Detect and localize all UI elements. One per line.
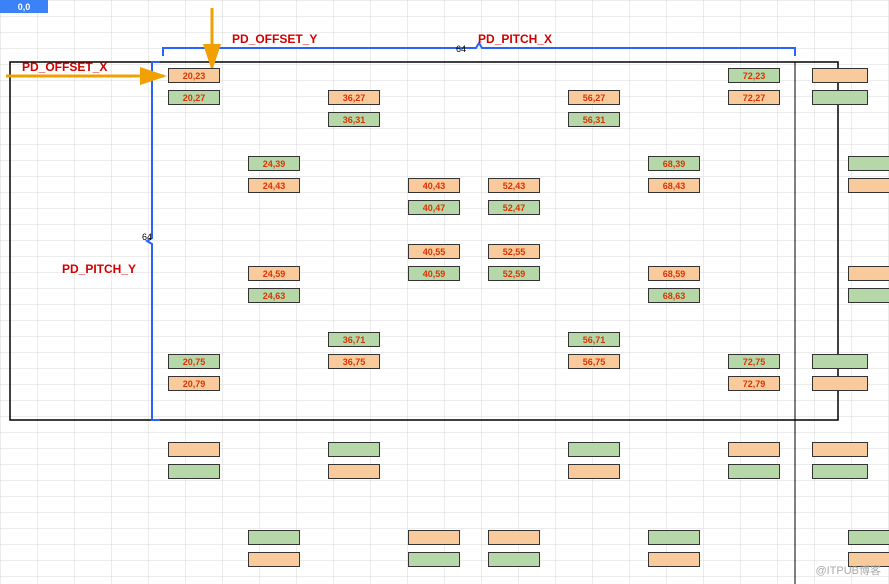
pd-cell: 20,27 [168, 90, 220, 105]
num-64-left: 64 [142, 232, 152, 242]
pd-cell [728, 464, 780, 479]
pd-cell [812, 90, 868, 105]
pd-cell: 52,47 [488, 200, 540, 215]
pd-cell [408, 552, 460, 567]
label-pd-pitch-y: PD_PITCH_Y [62, 262, 136, 276]
pd-cell [168, 464, 220, 479]
grid-bg [0, 0, 889, 584]
pd-cell [568, 442, 620, 457]
pd-cell: 40,55 [408, 244, 460, 259]
pd-cell: 24,39 [248, 156, 300, 171]
pd-cell: 72,79 [728, 376, 780, 391]
pd-cell: 68,43 [648, 178, 700, 193]
pd-cell [328, 464, 380, 479]
pd-cell: 40,47 [408, 200, 460, 215]
num-64-top: 64 [456, 44, 466, 54]
pd-cell: 40,43 [408, 178, 460, 193]
pd-cell: 52,55 [488, 244, 540, 259]
watermark: @ITPUB博客 [815, 562, 881, 578]
label-pd-offset-y: PD_OFFSET_Y [232, 32, 317, 46]
pd-cell: 52,43 [488, 178, 540, 193]
pd-cell: 68,39 [648, 156, 700, 171]
pd-cell [812, 464, 868, 479]
pd-cell [812, 376, 868, 391]
pd-cell [248, 552, 300, 567]
pd-cell [848, 530, 889, 545]
pd-cell [812, 354, 868, 369]
pd-cell [648, 530, 700, 545]
pd-cell [168, 442, 220, 457]
pd-cell [812, 68, 868, 83]
pd-cell [248, 530, 300, 545]
pd-cell: 68,59 [648, 266, 700, 281]
pd-cell: 56,75 [568, 354, 620, 369]
pd-cell: 56,31 [568, 112, 620, 127]
pd-cell: 36,31 [328, 112, 380, 127]
pd-cell [488, 530, 540, 545]
pd-cell [728, 442, 780, 457]
origin-cell: 0,0 [0, 0, 48, 13]
pd-cell [648, 552, 700, 567]
pd-cell: 24,43 [248, 178, 300, 193]
pd-cell: 36,27 [328, 90, 380, 105]
pd-cell: 68,63 [648, 288, 700, 303]
pd-cell: 36,71 [328, 332, 380, 347]
pd-cell: 72,75 [728, 354, 780, 369]
pd-cell: 72,23 [728, 68, 780, 83]
pd-cell: 24,63 [248, 288, 300, 303]
pd-cell: 56,27 [568, 90, 620, 105]
pd-cell: 24,59 [248, 266, 300, 281]
pd-cell: 20,23 [168, 68, 220, 83]
pd-cell [568, 464, 620, 479]
pd-cell [848, 288, 889, 303]
label-pd-pitch-x: PD_PITCH_X [478, 32, 552, 46]
pd-cell: 20,79 [168, 376, 220, 391]
pd-cell: 52,59 [488, 266, 540, 281]
pd-cell [408, 530, 460, 545]
pd-cell: 36,75 [328, 354, 380, 369]
pd-cell: 72,27 [728, 90, 780, 105]
pd-cell [812, 442, 868, 457]
pd-cell [328, 442, 380, 457]
pd-cell [848, 156, 889, 171]
pd-cell [848, 266, 889, 281]
label-pd-offset-x: PD_OFFSET_X [22, 60, 107, 74]
pd-cell: 40,59 [408, 266, 460, 281]
pd-cell [488, 552, 540, 567]
pd-cell: 56,71 [568, 332, 620, 347]
pd-cell: 20,75 [168, 354, 220, 369]
pd-cell [848, 178, 889, 193]
